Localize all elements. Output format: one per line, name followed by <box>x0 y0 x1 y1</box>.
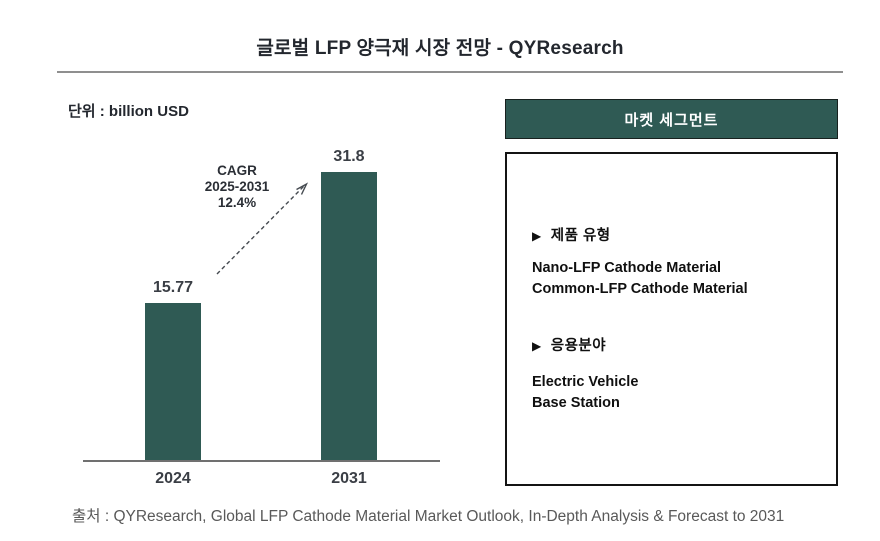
x-axis-line <box>83 460 440 462</box>
segment-item: Base Station <box>532 395 620 411</box>
segment-item: Electric Vehicle <box>532 374 639 390</box>
x-tick-2031: 2031 <box>331 470 367 487</box>
x-tick-2024: 2024 <box>155 470 191 487</box>
bar-value-2024: 15.77 <box>152 279 194 296</box>
triangle-bullet-icon: ▶ <box>532 339 542 353</box>
bar-2031 <box>321 172 377 462</box>
segment-item: Nano-LFP Cathode Material <box>532 260 722 276</box>
segment-items-application: Electric Vehicle Base Station <box>532 372 638 414</box>
segment-item: Common-LFP Cathode Material <box>532 281 748 297</box>
triangle-bullet-icon: ▶ <box>532 229 542 243</box>
segment-heading-label: 제품 유형 <box>550 228 611 244</box>
cagr-line-1: CAGR <box>217 163 257 178</box>
segment-panel-header: 마켓 세그먼트 <box>505 99 838 139</box>
segment-heading-label: 응용분야 <box>550 338 607 354</box>
title-divider <box>57 71 843 73</box>
cagr-line-3: 12.4% <box>217 195 257 210</box>
segment-heading-application: ▶ 응용분야 <box>532 334 606 355</box>
page-title: 글로벌 LFP 양극재 시장 전망 - QYResearch <box>256 38 624 59</box>
source-caption: 출처 : QYResearch, Global LFP Cathode Mate… <box>72 508 785 525</box>
unit-label: 단위 : billion USD <box>68 103 189 120</box>
cagr-line-2: 2025-2031 <box>204 179 270 194</box>
segment-heading-product-type: ▶ 제품 유형 <box>532 224 611 245</box>
bar-value-2031: 31.8 <box>333 148 365 165</box>
segment-panel: ▶ 제품 유형 Nano-LFP Cathode Material Common-… <box>505 152 838 486</box>
bar-2024 <box>145 303 201 462</box>
cagr-annotation: CAGR 2025-2031 12.4% <box>175 163 299 211</box>
segment-items-product-type: Nano-LFP Cathode Material Common-LFP Cat… <box>532 258 748 300</box>
